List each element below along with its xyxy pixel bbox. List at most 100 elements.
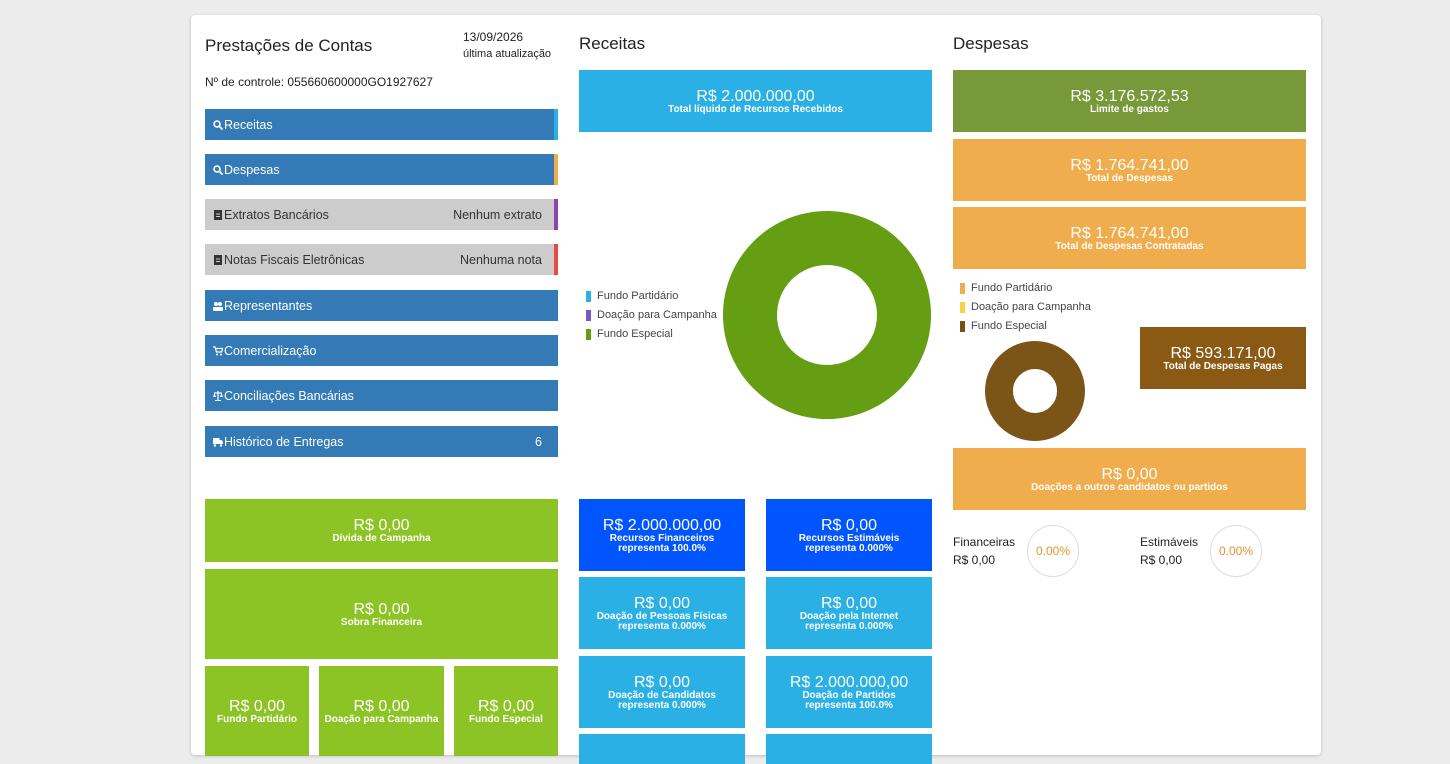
receitas-donut-chart (723, 211, 931, 419)
doacao-partidos-tile: R$ 2.000.000,00 Doação de Partidos repre… (766, 656, 932, 728)
estimaveis-percent-gauge: 0.00% (1210, 525, 1262, 577)
tile-percent: representa 0.000% (805, 542, 893, 554)
despesas-pagas-tile: R$ 593.171,00 Total de Despesas Pagas (1140, 327, 1306, 389)
nav-value: Nenhuma nota (459, 252, 542, 267)
nav-value: 6 (535, 434, 542, 449)
tile-label: Doação pela Internet (799, 610, 899, 622)
tile-percent: representa 100.0% (618, 542, 706, 554)
tile-value: R$ 0,00 (820, 594, 878, 612)
update-caption: última atualização (463, 48, 552, 60)
legend-swatch (586, 328, 591, 340)
nav-comercializacao[interactable]: Comercialização (205, 335, 558, 366)
despesas-donut-chart (985, 341, 1085, 441)
tile-value: R$ 0,00 (820, 516, 878, 534)
doacao-internet-tile: R$ 0,00 Doação pela Internet representa … (766, 577, 932, 649)
nav-stripe (554, 244, 558, 275)
financeiras-label: Financeiras (953, 535, 1016, 549)
tile-label: Recursos Financeiros (609, 532, 715, 544)
tile-label: Doações a outros candidatos ou partidos (1031, 481, 1228, 493)
nav-label: Comercialização (224, 343, 317, 358)
nav-extratos[interactable]: Extratos Bancários Nenhum extrato (205, 199, 558, 230)
legend-item: Fundo Partidário (586, 290, 678, 302)
tile-label: Recursos Estimáveis (798, 532, 900, 544)
fund-tile-partidario: R$ 0,00 Fundo Partidário (205, 666, 309, 756)
donut-slice-fundo-especial (985, 341, 1085, 441)
legend-label: Fundo Especial (597, 328, 673, 340)
nav-label: Conciliações Bancárias (224, 388, 354, 403)
tile-value: R$ 1.764.741,00 (1070, 224, 1189, 242)
legend-swatch (586, 309, 591, 321)
sobra-financeira-tile: R$ 0,00 Sobra Financeira (205, 569, 558, 659)
nav-despesas[interactable]: Despesas (205, 154, 558, 185)
tile-label: Doação para Campanha (324, 713, 439, 725)
tile-percent: representa 0.000% (618, 699, 706, 711)
nav-label: Notas Fiscais Eletrônicas (224, 252, 365, 267)
search-icon (213, 164, 223, 175)
legend-item: Fundo Especial (960, 320, 1047, 332)
nav-conciliacoes[interactable]: Conciliações Bancárias (205, 380, 558, 411)
tile-value: R$ 0,00 (477, 697, 535, 715)
dashboard-card: Prestações de Contas 13/09/2026 última a… (191, 15, 1321, 764)
tile-value: R$ 3.176.572,53 (1070, 87, 1189, 105)
legend-label: Fundo Partidário (971, 282, 1053, 294)
truck-icon (213, 437, 223, 447)
nav-label: Representantes (224, 298, 313, 313)
receitas-total-tile: R$ 2.000.000,00 Total líquido de Recurso… (579, 70, 932, 132)
update-date: 13/09/2026 (463, 30, 524, 44)
financeiras-value: R$ 0,00 (953, 553, 996, 567)
legend-label: Doação para Campanha (597, 309, 717, 321)
tile-label: Fundo Especial (469, 713, 543, 725)
tile-value: R$ 1.764.741,00 (1070, 156, 1189, 174)
nav-representantes[interactable]: Representantes (205, 290, 558, 321)
receitas-tile-partial (579, 734, 745, 764)
tile-label: Total líquido de Recursos Recebidos (668, 103, 843, 115)
despesas-title: Despesas (953, 34, 1029, 53)
tile-label: Doação de Candidatos (608, 689, 716, 701)
doacao-pessoas-fisicas-tile: R$ 0,00 Doação de Pessoas Físicas repres… (579, 577, 745, 649)
tile-percent: representa 0.000% (618, 620, 706, 632)
tile-label: Fundo Partidário (217, 713, 297, 725)
nav-stripe (554, 109, 558, 140)
legend-item: Doação para Campanha (586, 309, 717, 321)
legend-label: Fundo Especial (971, 320, 1047, 332)
nav-label: Extratos Bancários (224, 207, 329, 222)
nav-stripe (554, 199, 558, 230)
nav-stripe (554, 154, 558, 185)
divida-campanha-tile: R$ 0,00 Dívida de Campanha (205, 499, 558, 562)
control-number: Nº de controle: 055660600000GO1927627 (205, 75, 433, 89)
nav-value: Nenhum extrato (453, 207, 542, 222)
tile-value: R$ 0,00 (353, 517, 410, 534)
tile-value: R$ 0,00 (228, 697, 286, 715)
recursos-estimaveis-tile: R$ 0,00 Recursos Estimáveis representa 0… (766, 499, 932, 571)
total-despesas-tile: R$ 1.764.741,00 Total de Despesas (953, 139, 1306, 201)
cart-icon (213, 345, 223, 355)
doacao-candidatos-tile: R$ 0,00 Doação de Candidatos representa … (579, 656, 745, 728)
tile-label: Doação de Pessoas Físicas (596, 610, 728, 622)
tile-label: Total de Despesas (1085, 172, 1174, 184)
receitas-title: Receitas (579, 34, 646, 53)
legend-swatch (960, 301, 965, 313)
nav-notas-fiscais[interactable]: Notas Fiscais Eletrônicas Nenhuma nota (205, 244, 558, 275)
financeiras-percent-gauge: 0.00% (1027, 525, 1079, 577)
donut-slice-fundo-especial (723, 211, 931, 419)
legend-label: Fundo Partidário (597, 290, 679, 302)
limite-gastos-tile: R$ 3.176.572,53 Limite de gastos (953, 70, 1306, 132)
despesas-contratadas-tile: R$ 1.764.741,00 Total de Despesas Contra… (953, 207, 1306, 269)
nav-historico[interactable]: Histórico de Entregas 6 (205, 426, 558, 457)
tile-value: R$ 593.171,00 (1170, 344, 1276, 362)
tile-percent: representa 0.000% (805, 620, 893, 632)
tile-value: R$ 2.000.000,00 (789, 673, 909, 691)
nav-label: Receitas (224, 117, 273, 132)
nav-receitas[interactable]: Receitas (205, 109, 558, 140)
legend-swatch (960, 320, 965, 332)
tile-label: Total de Despesas Contratadas (1055, 240, 1204, 252)
tile-value: R$ 0,00 (353, 600, 410, 618)
tile-value: R$ 2.000.000,00 (696, 87, 815, 105)
legend-swatch (960, 282, 965, 294)
tile-label: Dívida de Campanha (332, 533, 431, 544)
search-icon (213, 119, 223, 130)
legend-swatch (586, 290, 591, 302)
tile-value: R$ 2.000.000,00 (602, 516, 722, 534)
nav-label: Histórico de Entregas (224, 434, 344, 449)
legend-item: Fundo Especial (586, 328, 673, 340)
